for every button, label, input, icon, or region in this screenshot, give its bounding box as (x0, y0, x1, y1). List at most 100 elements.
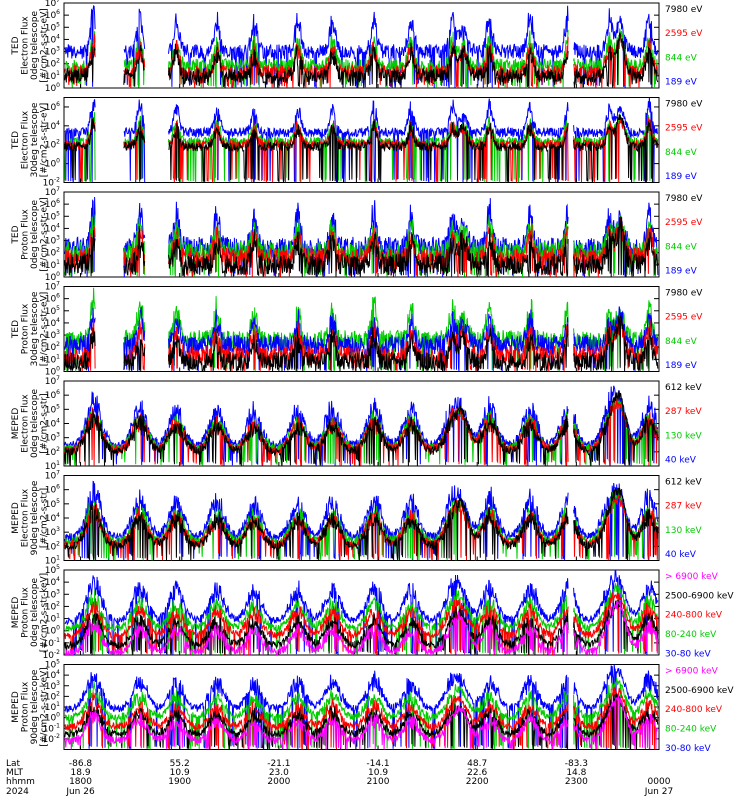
legend-entry: 240-800 keV (665, 611, 723, 621)
legend-entry: 40 keV (665, 456, 697, 466)
x-row-label: Lat (6, 759, 21, 769)
series-line (64, 97, 659, 183)
y-axis-label: TEDElectron Flux0deg telescope[#/cm2-s-s… (11, 8, 50, 83)
series-line (64, 315, 659, 372)
legend-entry: 2500-6900 keV (665, 686, 734, 696)
series-line (64, 686, 659, 750)
legend-entry: 7980 eV (665, 194, 703, 204)
legend-entry: 844 eV (665, 53, 698, 63)
traces (64, 385, 659, 466)
x-row-label: hhmm (6, 777, 35, 787)
x-tick-label: 1800 (69, 777, 92, 787)
traces (64, 97, 659, 183)
x-row-label: MLT (6, 768, 24, 778)
x-tick-label: 18.9 (71, 768, 91, 778)
series-line (64, 570, 659, 655)
series-line (64, 215, 659, 277)
series-line (64, 677, 659, 750)
legend-entry: 2595 eV (665, 218, 703, 228)
series-line (64, 4, 659, 88)
x-tick-label: 2000 (267, 777, 290, 787)
traces (64, 480, 659, 561)
panel-frame (63, 191, 660, 278)
x-tick-label: Jun 26 (65, 787, 95, 797)
legend-entry: 30-80 keV (665, 649, 711, 659)
traces (64, 196, 659, 277)
y-tick-label: 107 (45, 0, 60, 9)
series-line (64, 487, 659, 561)
series-line (64, 693, 659, 750)
legend-entry: 2500-6900 keV (665, 591, 734, 601)
y-axis-label: TEDElectron Flux30deg telescope[#/cm2-s-… (11, 102, 50, 177)
series-line (64, 583, 659, 655)
x-tick-label: 10.9 (170, 768, 190, 778)
x-tick-label: 23.0 (269, 768, 289, 778)
legend-entry: > 6900 keV (665, 572, 719, 582)
y-axis-label: MEPEDElectron Flux0deg telescope[#/cm2-s… (11, 389, 50, 459)
legend-entry: 844 eV (665, 148, 698, 158)
y-axis-label: MEPEDElectron Flux90deg telescope[#/cm2-… (11, 480, 50, 555)
y-tick-label: 107 (45, 375, 60, 387)
series-line (64, 390, 659, 466)
legend-entry: 612 keV (665, 383, 702, 393)
y-tick-label: 107 (45, 281, 60, 293)
panel-frame (63, 97, 660, 183)
x-tick-label: 2100 (367, 777, 390, 787)
x-tick-label: 48.7 (467, 759, 487, 769)
series-line (64, 28, 658, 88)
legend-entry: 2595 eV (665, 29, 703, 39)
legend-entry: > 6900 keV (665, 667, 719, 677)
series-line (64, 196, 659, 277)
legend-entry: 287 keV (665, 407, 702, 417)
x-tick-label: 22.6 (467, 768, 487, 778)
y-tick-label: 100 (45, 82, 60, 94)
x-tick-label: -14.1 (366, 759, 389, 769)
legend-entry: 30-80 keV (665, 744, 711, 754)
y-tick-label: 107 (45, 470, 60, 482)
x-tick-label: -86.8 (69, 759, 93, 769)
x-tick-label: -83.3 (565, 759, 588, 769)
legend-entry: 2595 eV (665, 313, 703, 323)
legend-entry: 240-800 keV (665, 705, 723, 715)
legend-entry: 7980 eV (665, 289, 703, 299)
x-tick-label: 1900 (168, 777, 191, 787)
x-tick-label: 0000 (648, 777, 671, 787)
legend-entry: 130 keV (665, 526, 702, 536)
traces (64, 664, 659, 750)
series-line (64, 398, 659, 466)
legend-entry: 7980 eV (665, 100, 703, 110)
x-tick-label: 10.9 (368, 768, 388, 778)
traces (64, 570, 659, 655)
series-line (64, 32, 659, 88)
legend-entry: 612 keV (665, 478, 702, 488)
y-axis-label: MEPEDProton Flux0deg telescope[#/cm2-s-s… (11, 573, 50, 652)
y-axis-label: MEPEDProton Flux90deg telescope[#/cm2-s-… (11, 667, 50, 746)
x-tick-label: 2200 (466, 777, 489, 787)
legend-entry: 80-240 keV (665, 630, 717, 640)
y-tick-label: 107 (45, 186, 60, 198)
legend-entry: 189 eV (665, 361, 698, 371)
panel-frame (63, 286, 660, 372)
series-line (64, 114, 659, 183)
legend-entry: 7980 eV (665, 5, 703, 15)
panel-frame (63, 2, 660, 89)
legend-entry: 80-240 keV (665, 725, 717, 735)
x-row-label: 2024 (6, 787, 29, 797)
traces (64, 4, 659, 88)
legend-entry: 189 eV (665, 78, 698, 88)
y-axis-label: TEDProton Flux0deg telescope[#/cm2-s-str… (11, 197, 50, 272)
x-tick-label: 55.2 (170, 759, 190, 769)
legend-entry: 130 keV (665, 431, 702, 441)
legend-entry: 189 eV (665, 267, 698, 277)
legend-entry: 2595 eV (665, 124, 703, 134)
